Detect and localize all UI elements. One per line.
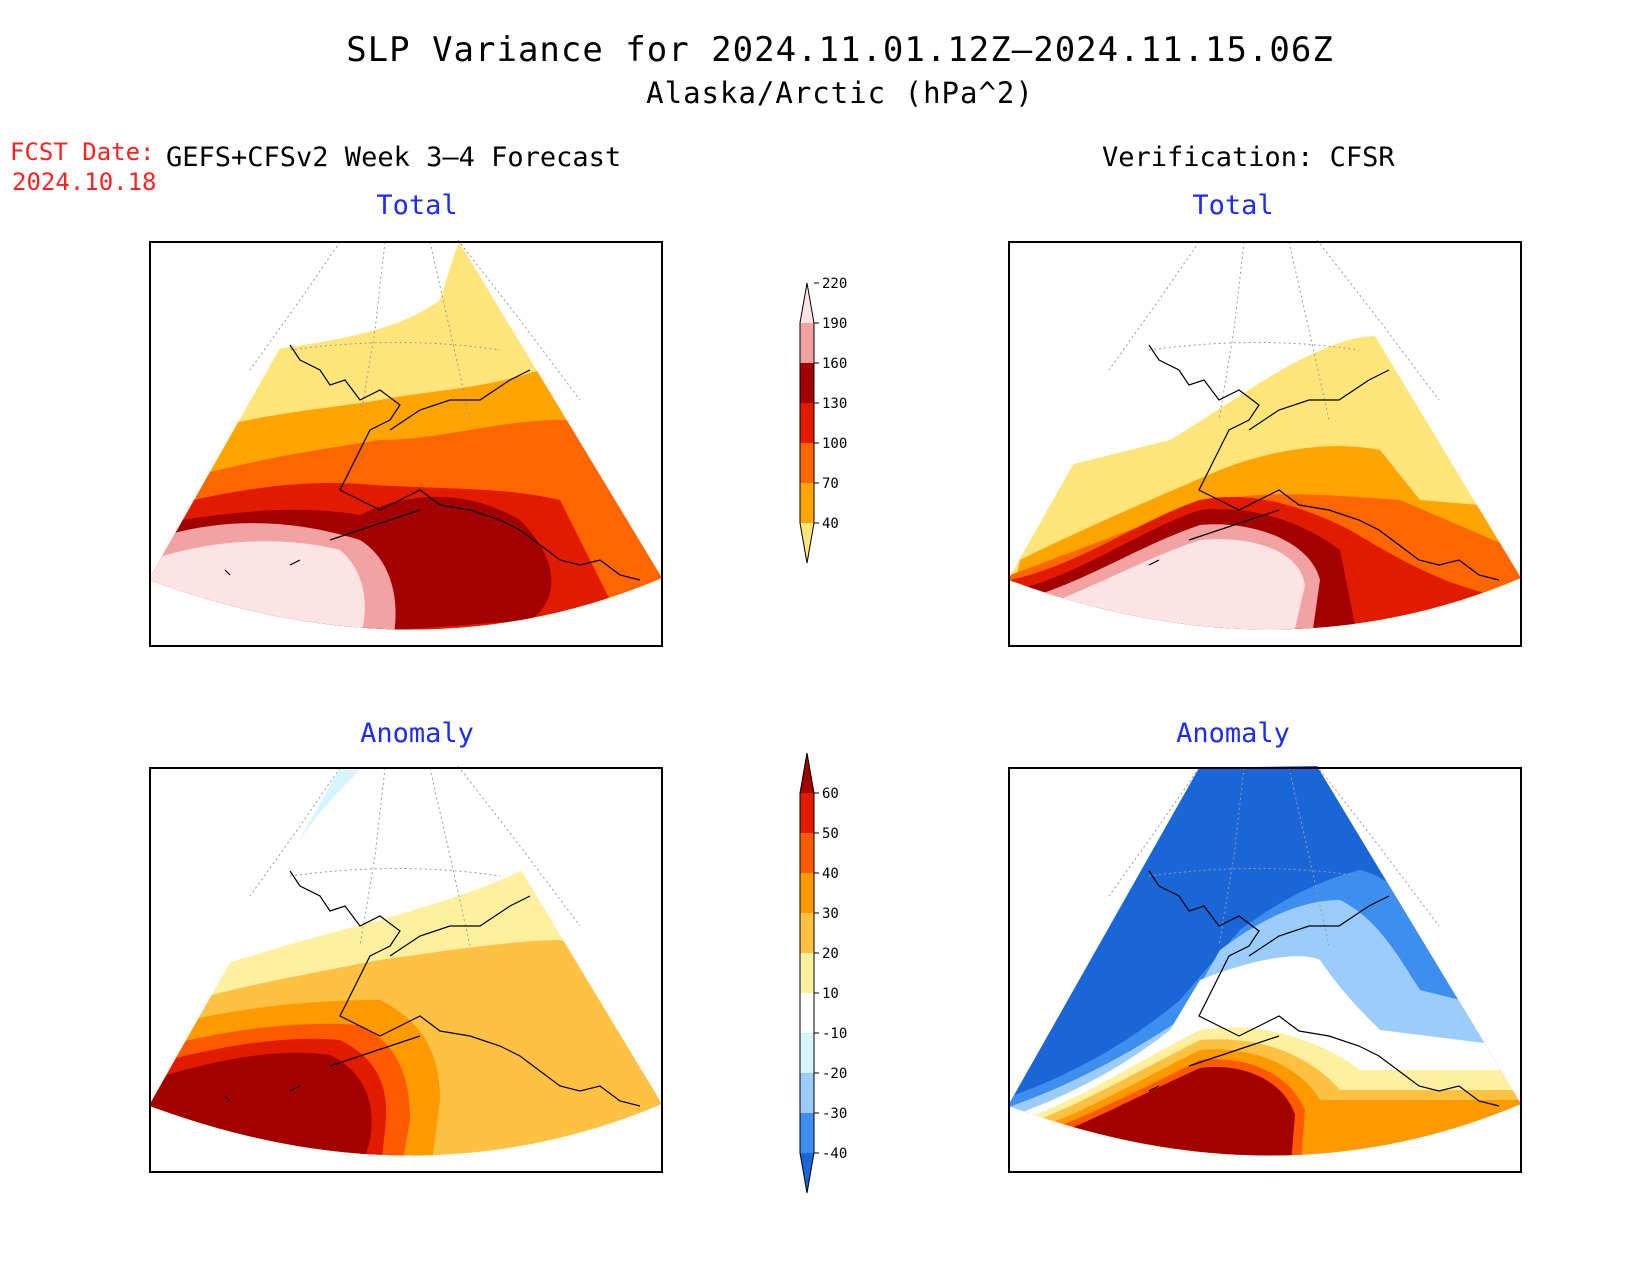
coastline-forecast-total [224,344,641,581]
colorbar-anomaly-tick-label: -10 [822,1026,847,1042]
colorbar-total-tick-label: 70 [822,476,839,492]
colorbar-total-swatch [800,323,814,363]
colorbar-anomaly-tick-label: 60 [822,786,839,802]
colorbar-total-swatch [800,403,814,443]
verification-anomaly-title: Anomaly [1176,718,1290,749]
forecast-anomaly-frame [149,767,663,1173]
forecast-total-frame [149,241,663,647]
forecast-total-title: Total [376,190,458,221]
colorbar-total-tick-label: 130 [822,396,847,412]
colorbar-anomaly-swatch [800,1073,814,1113]
colorbar-total-tick-label: 190 [822,316,847,332]
colorbar-total-tick-label: 160 [822,356,847,372]
colorbar-anomaly: -40 -30 -20 -10 10 20 30 40 50 60 [799,752,847,1194]
colorbar-anomaly-tick-label: -40 [822,1146,847,1162]
colorbar-anomaly-swatch [800,1033,814,1073]
colorbar-total-swatch [800,443,814,483]
verification-column-title: Verification: CFSR [1102,142,1395,173]
colorbar-anomaly-swatch [800,753,814,793]
coastline-verification-anomaly [1148,870,1500,1107]
colorbar-anomaly-tick-label: -30 [822,1106,847,1122]
colorbar-anomaly-tick-label: 50 [822,826,839,842]
colorbar-anomaly-swatch [800,793,814,833]
colorbar-anomaly-swatch [800,993,814,1033]
fcst-date-label: FCST Date: [10,138,155,166]
colorbar-anomaly-swatch [800,953,814,993]
forecast-total-map [149,239,663,647]
colorbar-total-swatch [800,483,814,523]
verification-total-map [1008,239,1522,647]
colorbar-anomaly-swatch [800,873,814,913]
colorbar-total-tick-label: 100 [822,436,847,452]
fcst-date-value: 2024.10.18 [12,168,157,196]
colorbar-anomaly-swatch [800,913,814,953]
forecast-anomaly-title: Anomaly [360,718,474,749]
colorbar-total-tick-label: 220 [822,276,847,292]
colorbar-anomaly-swatch [800,1153,814,1193]
verification-total-title: Total [1192,190,1274,221]
colorbar-anomaly-tick-label: 10 [822,986,839,1002]
colorbar-anomaly-tick-label: -20 [822,1066,847,1082]
forecast-anomaly-map [149,765,663,1173]
forecast-column-title: GEFS+CFSv2 Week 3–4 Forecast [166,142,622,173]
colorbar-anomaly-swatch [800,1113,814,1153]
colorbar-total-swatch [800,283,814,323]
colorbar-anomaly-swatch [800,833,814,873]
verification-anomaly-frame [1008,767,1522,1173]
colorbar-total-swatch [800,523,814,563]
colorbar-total: 40 70 100 130 160 190 220 [799,276,847,564]
colorbar-total-tick-label: 40 [822,516,839,532]
map-subtitle: Alaska/Arctic (hPa^2) [646,76,1034,110]
verification-total-frame [1008,241,1522,647]
coastline-verification-total [1148,344,1500,581]
colorbar-anomaly-tick-label: 30 [822,906,839,922]
colorbar-anomaly-tick-label: 40 [822,866,839,882]
coastline-forecast-anomaly [224,870,641,1107]
colorbar-anomaly-tick-label: 20 [822,946,839,962]
verification-anomaly-map [1008,765,1522,1173]
map-title: SLP Variance for 2024.11.01.12Z–2024.11.… [346,30,1334,70]
colorbar-total-swatch [800,363,814,403]
